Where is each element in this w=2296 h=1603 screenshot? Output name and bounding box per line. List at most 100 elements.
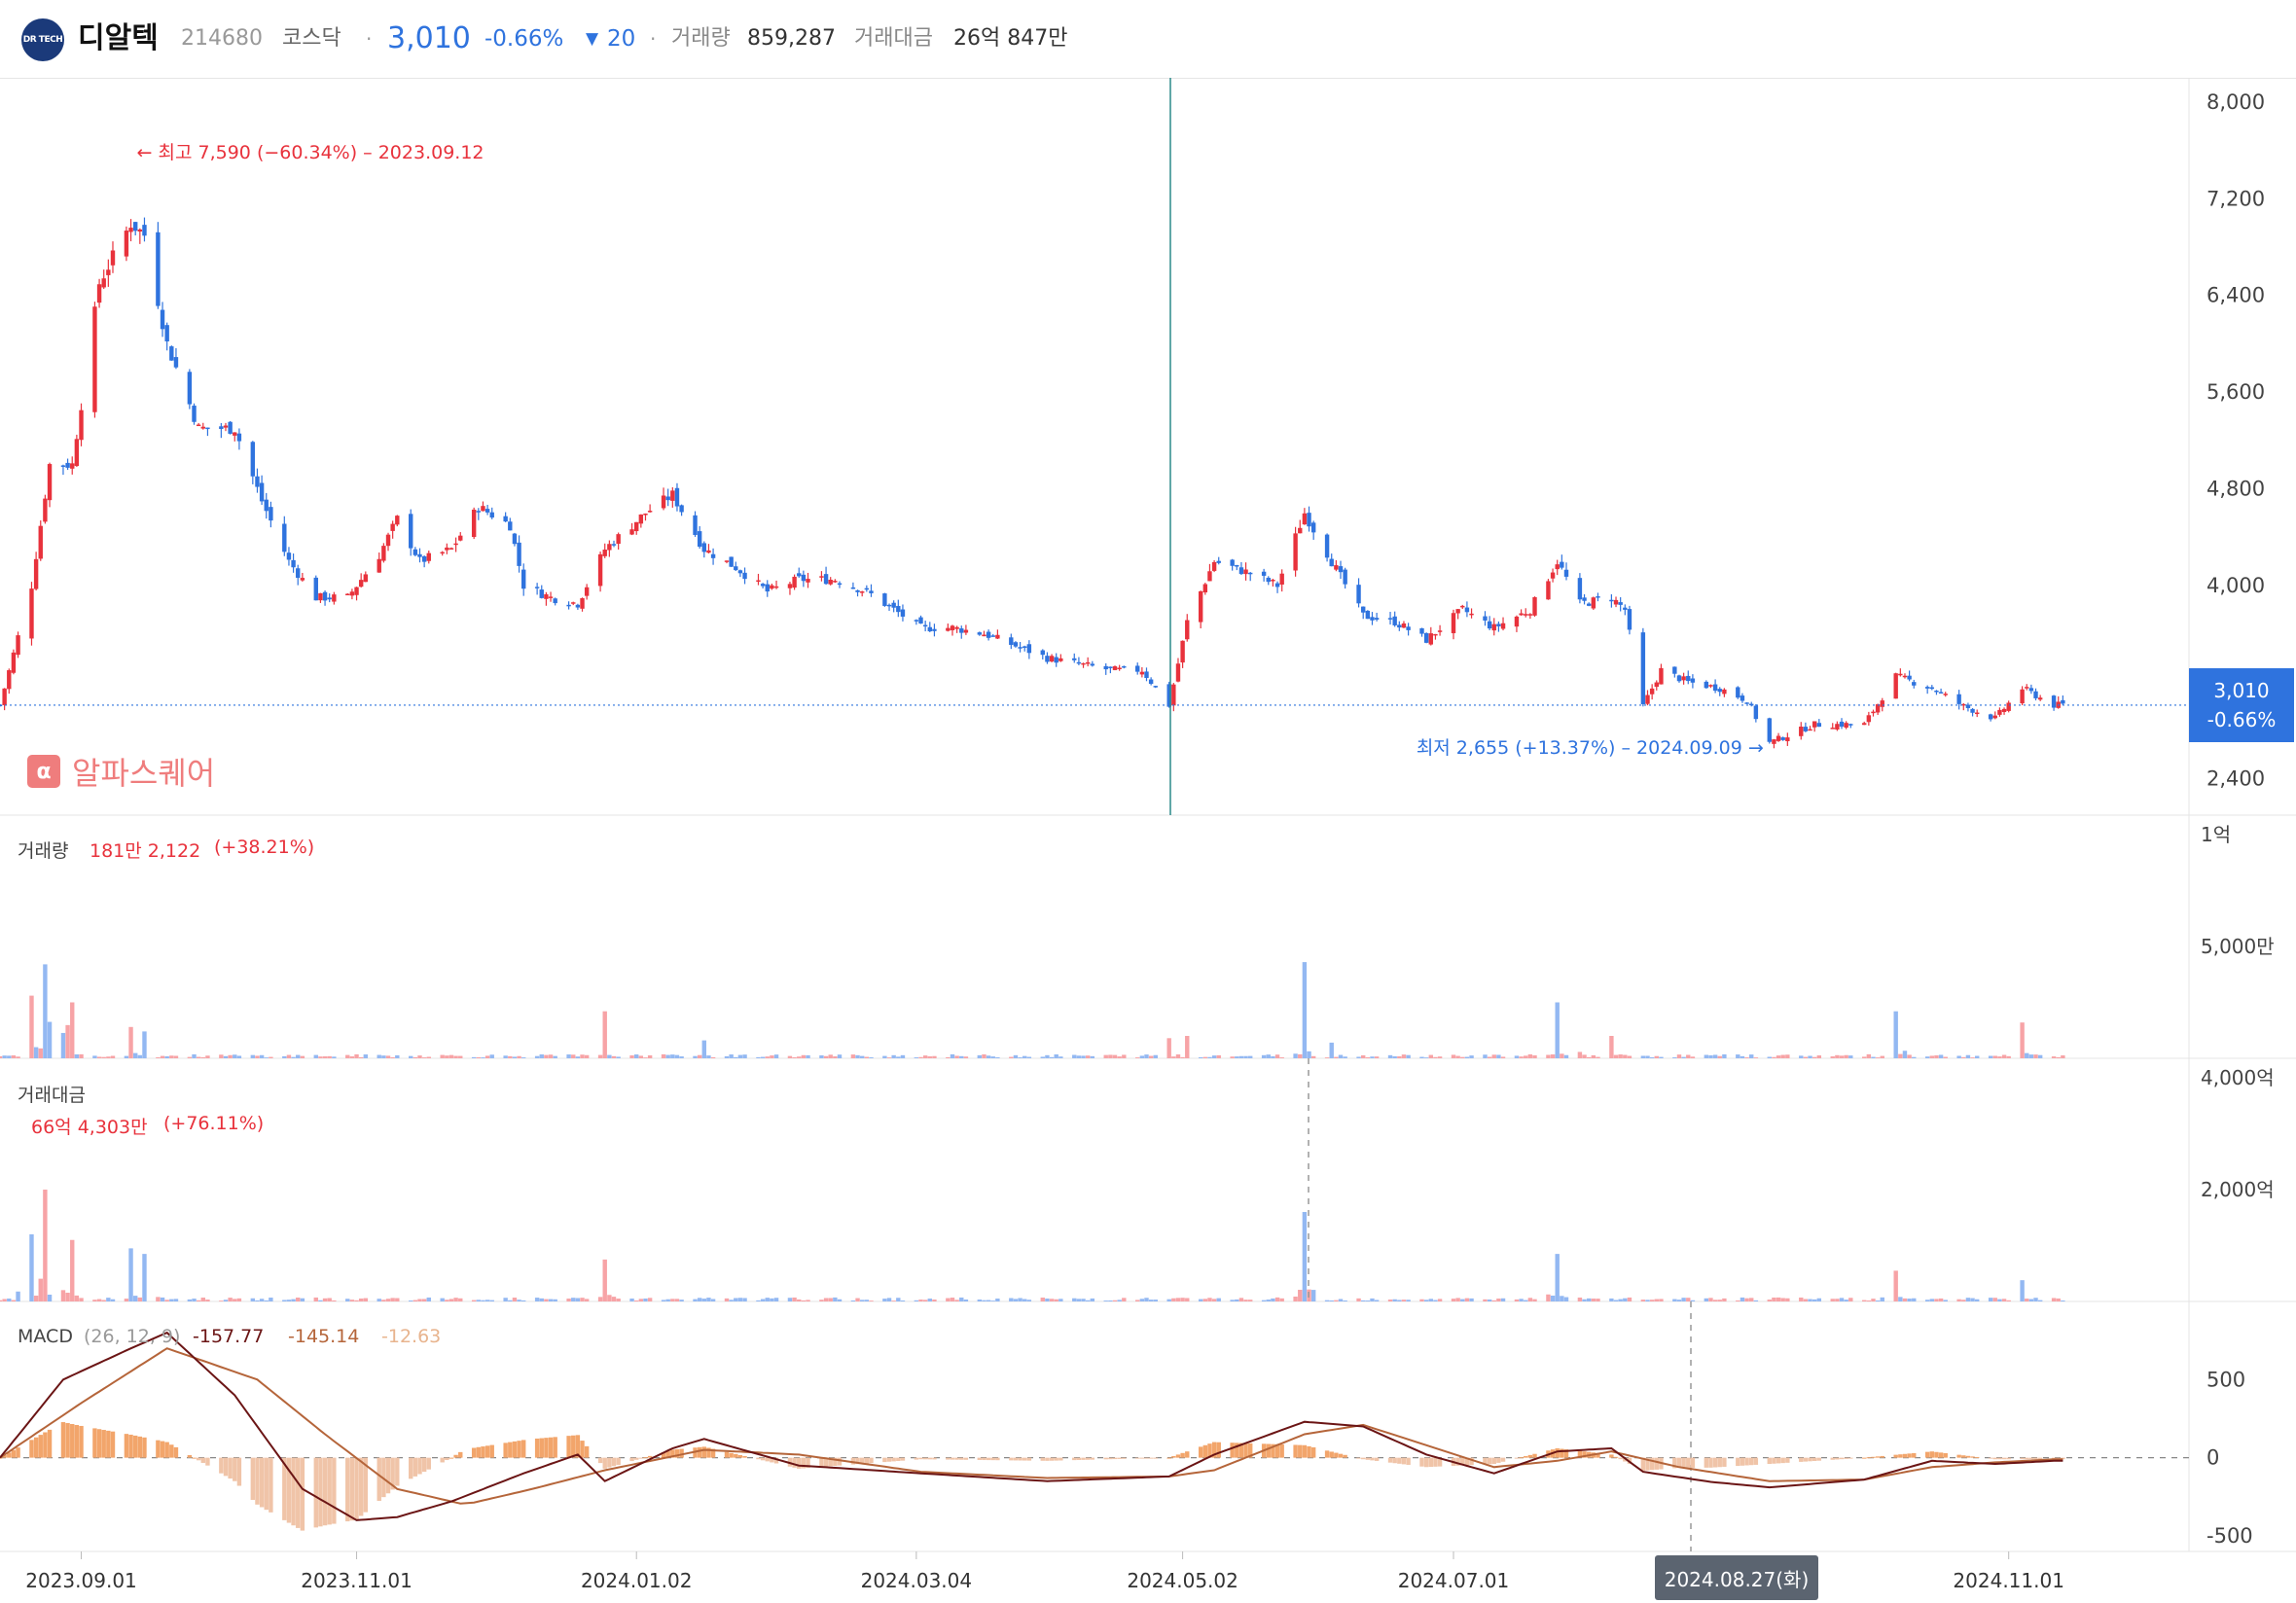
macd-histogram-bar bbox=[471, 1447, 477, 1458]
bar-mark bbox=[566, 1299, 571, 1301]
candle-body bbox=[1045, 656, 1050, 662]
candle-body bbox=[1956, 694, 1961, 704]
candle-body bbox=[409, 514, 413, 549]
bar-mark bbox=[1546, 1294, 1551, 1301]
macd-histogram-bar bbox=[882, 1457, 887, 1463]
macd-histogram-bar bbox=[47, 1429, 53, 1458]
bar-mark bbox=[886, 1298, 892, 1301]
bar-mark bbox=[29, 995, 34, 1058]
bar-mark bbox=[1338, 1299, 1344, 1301]
bar-mark bbox=[0, 1300, 3, 1301]
bar-mark bbox=[1749, 1298, 1754, 1301]
bar-mark bbox=[914, 1057, 919, 1058]
candle-body bbox=[1776, 735, 1781, 741]
bar-mark bbox=[426, 1056, 431, 1058]
candle-body bbox=[1532, 596, 1537, 616]
candle-body bbox=[1524, 614, 1528, 616]
candle-body bbox=[1866, 715, 1872, 723]
macd-histogram-bar bbox=[697, 1446, 702, 1458]
bar-mark bbox=[1563, 1297, 1569, 1301]
macd-histogram-bar bbox=[1704, 1457, 1709, 1468]
bar-mark bbox=[1744, 1057, 1749, 1058]
macd-histogram-bar bbox=[1202, 1444, 1208, 1458]
bar-mark bbox=[47, 1295, 53, 1301]
bar-mark bbox=[1623, 1298, 1628, 1301]
bar-mark bbox=[693, 1055, 698, 1058]
bar-mark bbox=[1058, 1299, 1063, 1301]
bar-mark bbox=[349, 1056, 355, 1058]
candle-body bbox=[1659, 667, 1664, 685]
bar-mark bbox=[79, 1053, 84, 1058]
candle-body bbox=[1310, 522, 1316, 533]
bar-mark bbox=[1912, 1056, 1917, 1058]
candle-body bbox=[296, 568, 301, 579]
macd-histogram-bar bbox=[1185, 1451, 1190, 1458]
macd-histogram-bar bbox=[264, 1457, 269, 1511]
bar-mark bbox=[1207, 1298, 1212, 1301]
candle-body bbox=[2001, 708, 2007, 713]
macd-histogram-bar bbox=[1527, 1454, 1533, 1458]
bar-mark bbox=[1672, 1299, 1677, 1301]
macd-histogram-bar bbox=[1640, 1457, 1646, 1472]
candle-body bbox=[517, 542, 521, 566]
candle-body bbox=[2, 688, 7, 705]
macd-histogram-bar bbox=[1144, 1457, 1149, 1459]
bar-mark bbox=[882, 1055, 887, 1058]
candle-body bbox=[1839, 721, 1845, 728]
bar-mark bbox=[7, 1299, 12, 1301]
candle-body bbox=[760, 584, 766, 587]
candle-body bbox=[828, 579, 833, 585]
bar-mark bbox=[986, 1055, 991, 1058]
bar-mark bbox=[1649, 1057, 1655, 1058]
candle-body bbox=[647, 511, 653, 513]
bar-mark bbox=[737, 1054, 743, 1058]
bar-mark bbox=[1956, 1299, 1961, 1301]
candle-body bbox=[345, 593, 350, 596]
candle-body bbox=[1496, 623, 1501, 626]
bar-mark bbox=[1871, 1299, 1876, 1301]
bar-mark bbox=[982, 1053, 987, 1058]
candle-body bbox=[1563, 569, 1569, 577]
bar-mark bbox=[1090, 1298, 1095, 1301]
bar-mark bbox=[823, 1298, 829, 1301]
candle-body bbox=[1387, 618, 1393, 620]
macd-histogram-bar bbox=[521, 1440, 526, 1458]
company-logo: DR TECH bbox=[21, 18, 64, 61]
macd-histogram-bar bbox=[296, 1457, 301, 1528]
bar-mark bbox=[1712, 1054, 1718, 1058]
bar-mark bbox=[38, 1278, 43, 1301]
macd-histogram-bar bbox=[291, 1457, 296, 1526]
bar-mark bbox=[421, 1299, 427, 1301]
bar-mark bbox=[156, 1297, 161, 1301]
macd-histogram-bar bbox=[544, 1438, 549, 1458]
candle-body bbox=[1153, 686, 1158, 688]
bar-mark bbox=[914, 1300, 919, 1301]
bar-mark bbox=[484, 1055, 490, 1058]
macd-histogram-bar bbox=[1776, 1457, 1781, 1464]
bar-mark bbox=[70, 1239, 75, 1301]
macd-histogram-bar bbox=[1577, 1450, 1583, 1458]
candle-body bbox=[823, 574, 829, 585]
stock-chart[interactable]: 8,000 7,200 6,400 5,600 4,800 4,000 2,400 ← 최고 … bbox=[0, 78, 2296, 1603]
candle-body bbox=[1609, 599, 1614, 602]
bar-mark bbox=[1546, 1054, 1551, 1058]
macd-histogram-bar bbox=[1532, 1453, 1537, 1458]
bar-mark bbox=[1704, 1298, 1709, 1301]
macd-histogram-bar bbox=[1374, 1457, 1380, 1461]
bar-mark bbox=[765, 1298, 770, 1301]
bar-mark bbox=[679, 1300, 684, 1301]
x-axis-tick: 2024.05.02 bbox=[1127, 1569, 1238, 1592]
bar-mark bbox=[74, 1053, 80, 1058]
bar-mark bbox=[110, 1055, 116, 1058]
macd-histogram-bar bbox=[223, 1457, 229, 1477]
candle-body bbox=[1437, 630, 1443, 632]
macd-histogram-bar bbox=[1924, 1451, 1930, 1458]
bar-mark bbox=[1261, 1054, 1267, 1058]
bar-mark bbox=[828, 1054, 833, 1058]
candle-body bbox=[1717, 689, 1722, 693]
macd-histogram-bar bbox=[110, 1431, 116, 1458]
candle-body bbox=[1799, 726, 1804, 736]
candle-body bbox=[553, 598, 557, 604]
macd-histogram-bar bbox=[954, 1457, 959, 1460]
bar-mark bbox=[508, 1300, 513, 1301]
